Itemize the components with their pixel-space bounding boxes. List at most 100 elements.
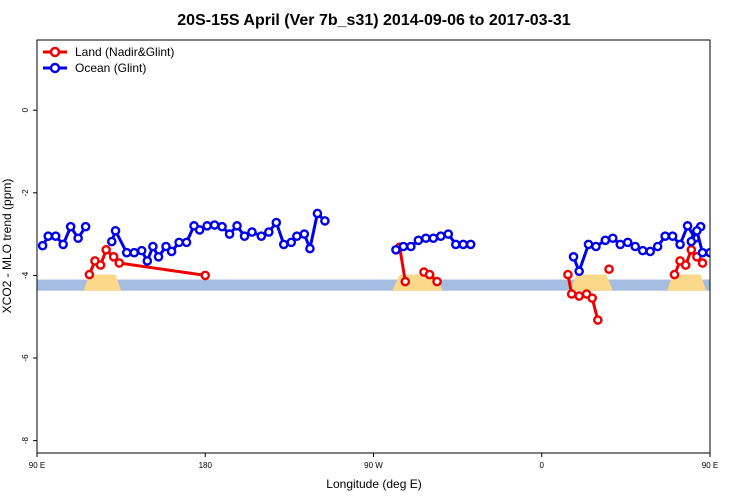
ocean-data-point <box>239 231 250 241</box>
ocean-data-point <box>660 231 670 241</box>
land-mask-region <box>569 274 613 291</box>
ocean-data-point <box>166 246 177 257</box>
x-tick-label: 0 <box>540 461 545 470</box>
ocean-data-point <box>58 239 68 250</box>
land-data-point <box>432 276 442 287</box>
ocean-data-point <box>719 257 726 264</box>
ocean-data-point <box>637 245 648 256</box>
x-axis: 90 E 180 90 W 0 90 E <box>29 453 718 470</box>
ocean-data-point <box>652 241 663 252</box>
ocean-data-point <box>600 235 611 246</box>
ocean-data-point <box>174 237 184 248</box>
ocean-data-point <box>299 229 310 239</box>
land-data-point <box>574 291 584 301</box>
ocean-data-point <box>398 241 409 252</box>
ocean-data-point <box>714 247 721 254</box>
ocean-data-point <box>194 225 205 235</box>
ocean-data-point <box>682 221 693 231</box>
ocean-data-point <box>622 237 633 248</box>
ocean-data-point <box>43 231 54 241</box>
ocean-data-point <box>583 239 594 250</box>
ocean-data-point <box>406 241 416 252</box>
y-tick-label: 0 <box>21 107 30 112</box>
land-data-point <box>587 293 598 303</box>
ocean-data-point <box>224 229 235 239</box>
land-series-line <box>398 247 407 282</box>
y-tick-label: -6 <box>21 354 30 362</box>
ocean-data-point <box>607 233 618 244</box>
ocean-data-point <box>110 226 121 236</box>
ocean-data-point <box>136 245 147 256</box>
x-tick-label: 90 W <box>364 461 383 470</box>
ocean-data-point <box>458 239 469 250</box>
ocean-data-point <box>675 239 685 250</box>
ocean-data-point <box>686 236 697 247</box>
legend-label-land: Land (Nadir&Glint) <box>75 45 174 59</box>
ocean-data-point <box>574 266 584 277</box>
chart-title: 20S-15S April (Ver 7b_s31) 2014-09-06 to… <box>177 12 571 29</box>
y-tick-label: -4 <box>21 271 30 279</box>
legend-marker-ocean <box>49 62 61 74</box>
ocean-data-point <box>129 247 140 258</box>
legend-marker-land <box>49 46 61 58</box>
ocean-data-point <box>209 220 220 230</box>
legend-label-ocean: Ocean (Glint) <box>75 61 146 75</box>
land-data-point <box>95 260 106 270</box>
ocean-data-point <box>630 241 641 252</box>
ocean-data-point <box>615 239 626 250</box>
ocean-series-line <box>689 229 710 255</box>
ocean-data-point <box>256 231 267 241</box>
ocean-data-point <box>202 221 212 231</box>
ocean-data-point <box>50 231 61 241</box>
ocean-data-point <box>645 246 655 257</box>
ocean-data-point <box>37 240 48 251</box>
y-axis: 0 -2 -4 -6 -8 <box>21 107 37 444</box>
legend: Land (Nadir&Glint) Ocean (Glint) <box>43 45 174 75</box>
x-tick-label: 90 E <box>702 461 718 470</box>
plot-frame <box>36 39 711 454</box>
ocean-data-point <box>217 221 227 232</box>
y-tick-label: -2 <box>21 189 30 197</box>
plot-area <box>37 208 738 325</box>
land-data-point <box>84 269 95 280</box>
ocean-data-point <box>731 253 738 260</box>
ocean-data-point <box>667 231 678 241</box>
ocean-data-point <box>286 237 297 248</box>
ocean-data-point <box>148 241 158 252</box>
y-axis-label: XCO2 - MLO trend (ppm) <box>0 179 14 314</box>
ocean-data-point <box>312 208 323 219</box>
ocean-data-point <box>450 239 461 250</box>
ocean-band <box>37 279 710 291</box>
y-tick-label: -8 <box>21 437 30 445</box>
land-data-point <box>566 289 577 299</box>
land-mask-region <box>83 274 122 291</box>
ocean-data-point <box>443 229 454 239</box>
ocean-data-point <box>181 237 192 248</box>
land-data-point <box>680 260 691 270</box>
ocean-data-point <box>271 217 282 228</box>
x-tick-label: 90 E <box>29 461 45 470</box>
ocean-data-point <box>320 216 330 226</box>
ocean-data-point <box>278 239 289 250</box>
land-data-point <box>114 258 125 268</box>
ocean-data-point <box>305 243 315 254</box>
ocean-data-point <box>435 231 446 241</box>
ocean-data-point <box>391 245 401 255</box>
ocean-data-point <box>568 252 579 262</box>
land-data-point <box>604 264 614 275</box>
x-axis-label: Longitude (deg E) <box>326 477 421 491</box>
ocean-data-point <box>725 243 732 250</box>
land-data-point <box>686 245 697 255</box>
land-data-point <box>563 269 573 280</box>
land-data-point <box>424 269 435 280</box>
ocean-data-point <box>705 247 710 258</box>
ocean-data-point <box>121 247 132 258</box>
ocean-data-point <box>465 239 476 250</box>
ocean-data-point <box>692 226 702 236</box>
ocean-data-point <box>264 227 274 237</box>
ocean-data-point <box>247 227 257 237</box>
land-data-point <box>697 258 708 268</box>
ocean-data-point <box>80 221 91 232</box>
ocean-data-point <box>232 221 242 231</box>
